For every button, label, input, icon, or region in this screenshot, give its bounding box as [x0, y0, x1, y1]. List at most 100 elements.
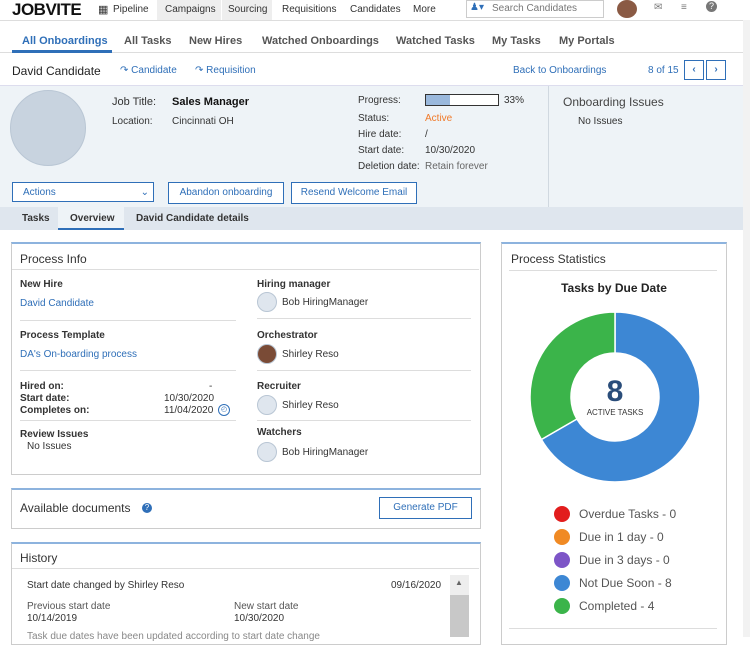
label: Job Title: [112, 96, 157, 108]
menu-item[interactable]: Candidates [350, 4, 401, 15]
legend-swatch [554, 506, 570, 522]
menu-item[interactable]: Pipeline [113, 4, 149, 15]
label: Start date: [358, 145, 405, 156]
candidate-name: David Candidate [12, 64, 101, 78]
link[interactable]: David Candidate [20, 298, 94, 309]
link-text[interactable]: Requisition [206, 65, 256, 76]
center-value: 8 [607, 375, 624, 408]
scrollbar[interactable] [450, 575, 469, 637]
actions-select[interactable]: Actions ⌄ [12, 182, 154, 202]
legend-label: Completed - 4 [579, 599, 655, 613]
menu-item[interactable]: More [413, 4, 436, 15]
person: Bob HiringManager [282, 447, 369, 458]
chevron: ⌄ [140, 187, 149, 198]
search-placeholder[interactable]: Search Candidates [492, 3, 578, 14]
menu-item[interactable]: Requisitions [282, 4, 337, 15]
page-scrollbar[interactable] [743, 20, 750, 637]
value: / [425, 129, 428, 140]
mail-icon[interactable]: ✉ [654, 2, 663, 13]
button[interactable]: Resend Welcome Email [291, 182, 417, 204]
center-label: ACTIVE TASKS [587, 408, 644, 417]
value: 10/30/2020 [234, 613, 285, 624]
subtab-bar [0, 207, 750, 230]
logo[interactable]: JOBVITE [12, 0, 82, 19]
job-title: Sales Manager [172, 96, 250, 108]
separator [257, 370, 471, 371]
value: - [209, 381, 213, 392]
tab[interactable]: My Portals [559, 35, 615, 47]
link[interactable]: ↷ Requisition [195, 65, 256, 76]
label: New Hire [20, 279, 63, 290]
link[interactable]: ↷ Candidate [120, 65, 177, 76]
label: Previous start date [27, 601, 111, 612]
list-icon[interactable]: ≡ [681, 2, 687, 13]
label: Start date: [20, 393, 70, 404]
chart: Overdue Tasks - 0 Due in 1 day - 0 Due in … [529, 311, 701, 614]
tab[interactable]: All Tasks [124, 35, 172, 47]
menu-bg [157, 0, 221, 20]
person-avatar [257, 344, 277, 364]
separator [12, 269, 479, 270]
panel-title: Available documents [20, 501, 131, 515]
search-box[interactable] [466, 0, 604, 18]
separator [257, 318, 471, 319]
menu-item[interactable]: Sourcing [228, 4, 268, 15]
subtab[interactable]: Overview [70, 213, 115, 224]
separator [257, 420, 471, 421]
label: Completes on: [20, 405, 90, 416]
history-date: 09/16/2020 [391, 580, 442, 591]
issues-text: No Issues [578, 116, 623, 127]
separator [509, 628, 717, 629]
label: Hiring manager [257, 279, 331, 290]
legend-swatch [554, 575, 570, 591]
grid-icon[interactable]: ▦ [98, 4, 109, 16]
legend-label: Due in 1 day - 0 [579, 530, 664, 544]
menu-item[interactable]: Campaigns [165, 4, 216, 15]
process-info-panel [11, 242, 481, 475]
active-subtab [58, 207, 124, 230]
tab[interactable]: Watched Onboardings [262, 35, 379, 47]
separator [20, 420, 236, 421]
menu-bg [222, 0, 272, 20]
subtab[interactable]: David Candidate details [136, 213, 249, 224]
pager: 8 of 15 [648, 65, 679, 76]
label: Review Issues [20, 429, 89, 440]
value: 10/14/2019 [27, 613, 78, 624]
label: Process Template [20, 330, 105, 341]
link-text[interactable]: Candidate [131, 65, 177, 76]
legend-label: Overdue Tasks - 0 [579, 507, 676, 521]
clock-icon[interactable]: ◴ [218, 404, 230, 416]
tabs-border [0, 52, 750, 53]
value: 10/30/2020 [425, 145, 476, 156]
separator [20, 320, 236, 321]
next-button[interactable]: › [706, 60, 726, 80]
tab[interactable]: All Onboardings [22, 35, 108, 47]
label: Status: [358, 113, 390, 124]
scroll-up[interactable]: ▲ [455, 578, 463, 587]
user-avatar[interactable] [617, 0, 637, 18]
person-avatar [257, 442, 277, 462]
prev-button[interactable]: ‹ [684, 60, 704, 80]
subtab[interactable]: Tasks [22, 213, 50, 224]
link[interactable]: DA's On-boarding process [20, 349, 137, 360]
progress-track [425, 94, 499, 106]
button[interactable]: Abandon onboarding [168, 182, 284, 204]
tab[interactable]: Watched Tasks [396, 35, 475, 47]
scroll-thumb[interactable] [450, 595, 469, 637]
person-avatar [257, 292, 277, 312]
legend-label: Not Due Soon - 8 [579, 576, 672, 590]
tab[interactable]: My Tasks [492, 35, 541, 47]
profile-photo [10, 90, 86, 166]
button[interactable]: Generate PDF [379, 497, 472, 519]
help-icon[interactable]: ? [706, 1, 717, 12]
person-avatar [257, 395, 277, 415]
value: Retain forever [425, 161, 488, 172]
label: Watchers [257, 427, 302, 438]
label: Hired on: [20, 381, 64, 392]
tab[interactable]: New Hires [189, 35, 243, 47]
back-link[interactable]: Back to Onboardings [513, 65, 607, 76]
legend-label: Due in 3 days - 0 [579, 553, 670, 567]
info-icon[interactable]: ? [142, 503, 152, 513]
